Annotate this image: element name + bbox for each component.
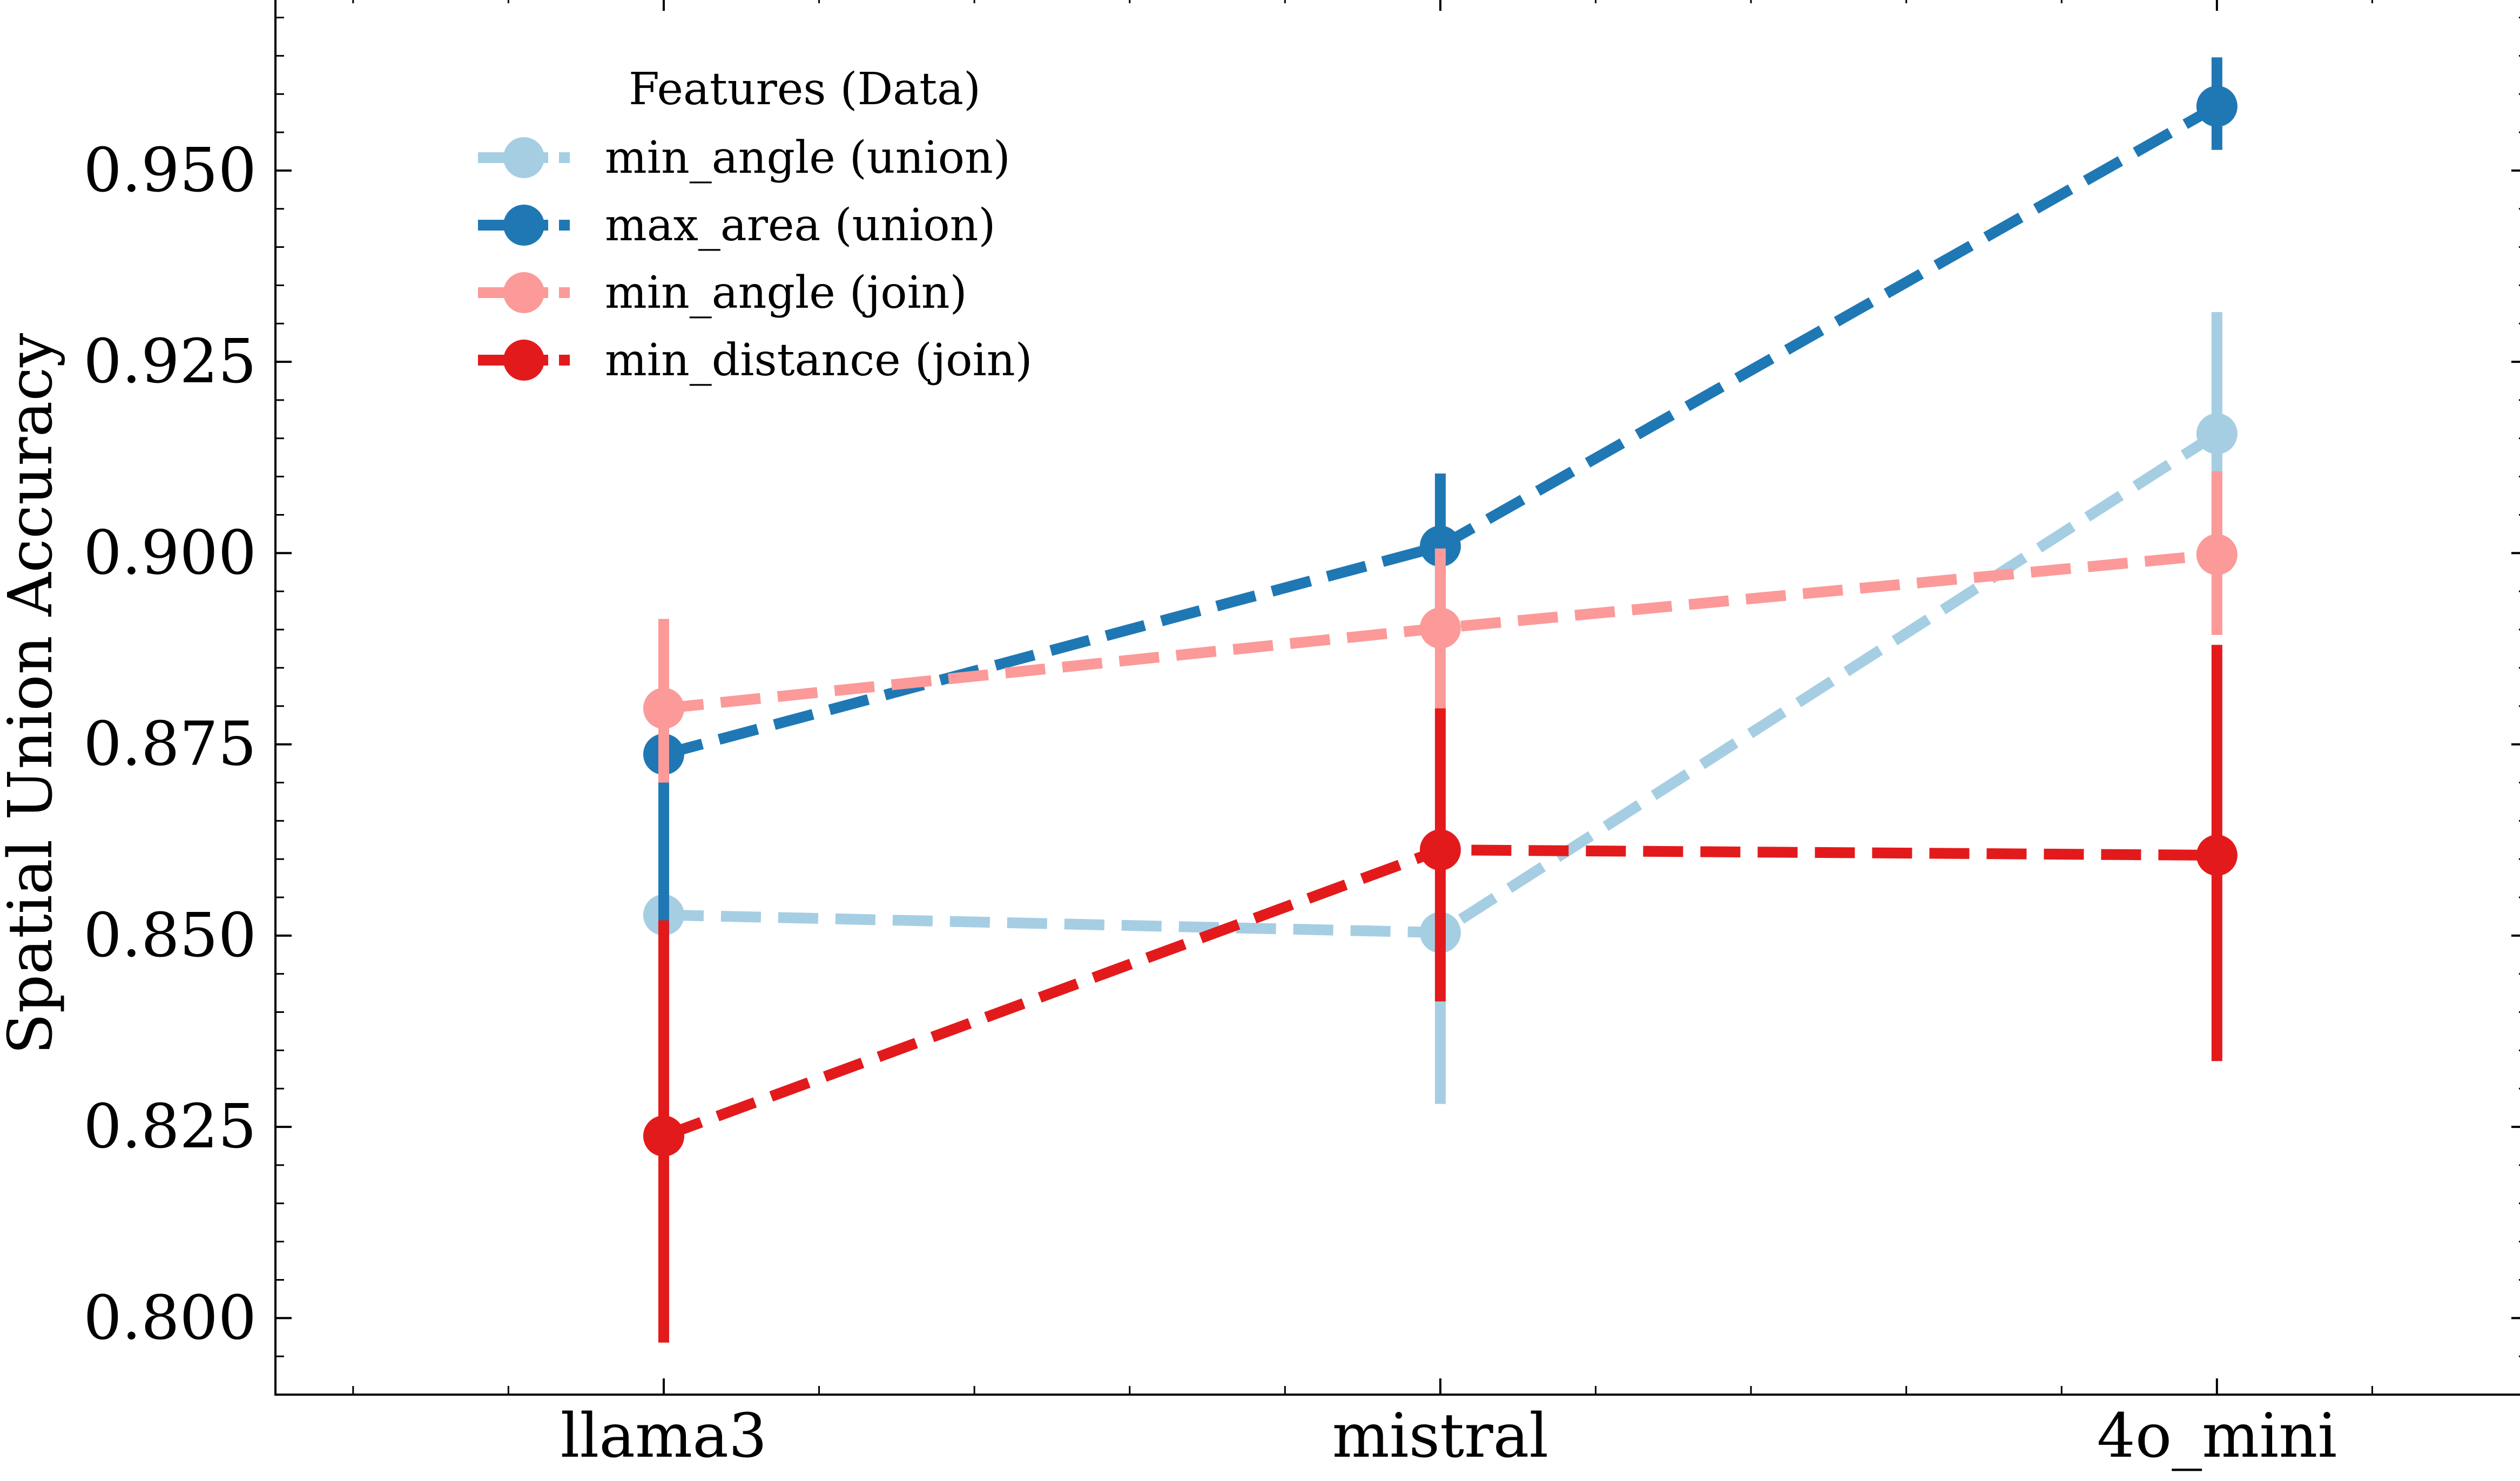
data-point — [2196, 85, 2238, 127]
y-tick-label: 0.950 — [83, 136, 257, 206]
legend-label: min_distance (join) — [605, 335, 1033, 386]
y-tick-label: 0.925 — [83, 327, 257, 397]
y-tick-label: 0.900 — [83, 518, 257, 588]
legend-marker — [503, 205, 544, 246]
legend-marker — [503, 340, 544, 381]
y-tick-label: 0.875 — [83, 709, 257, 780]
legend-label: max_area (union) — [605, 200, 995, 251]
ticks-layer: 0.800 0.825 0.850 0.875 0.900 0.925 0.950 llama… — [83, 0, 2520, 1471]
data-point — [2196, 534, 2238, 576]
y-axis-title: Spatial Union Accuracy — [0, 333, 66, 1055]
x-tick-label: 4o_mini — [2097, 1401, 2337, 1471]
data-point — [1419, 525, 1461, 567]
x-tick-label: llama3 — [561, 1401, 767, 1471]
data-point — [643, 1115, 684, 1157]
legend-label: min_angle (union) — [605, 132, 1010, 184]
series-layer — [643, 57, 2238, 1343]
legend-label: min_angle (join) — [605, 267, 967, 319]
data-point — [2196, 413, 2238, 455]
legend: Features (Data) min_angle (union) max_are… — [478, 64, 1033, 386]
x-tick-label: mistral — [1332, 1401, 1549, 1471]
data-point — [2196, 835, 2238, 876]
series-3 — [643, 645, 2238, 1343]
legend-marker — [503, 272, 544, 313]
series-2 — [643, 471, 2238, 783]
y-tick-label: 0.800 — [83, 1283, 257, 1353]
legend-marker — [503, 137, 544, 178]
y-tick-label: 0.825 — [83, 1092, 257, 1162]
y-tick-label: 0.850 — [83, 901, 257, 971]
legend-title: Features (Data) — [629, 64, 981, 115]
data-point — [643, 688, 684, 729]
data-point — [1419, 829, 1461, 871]
data-point — [1419, 607, 1461, 649]
plot-frame — [274, 0, 2520, 1396]
